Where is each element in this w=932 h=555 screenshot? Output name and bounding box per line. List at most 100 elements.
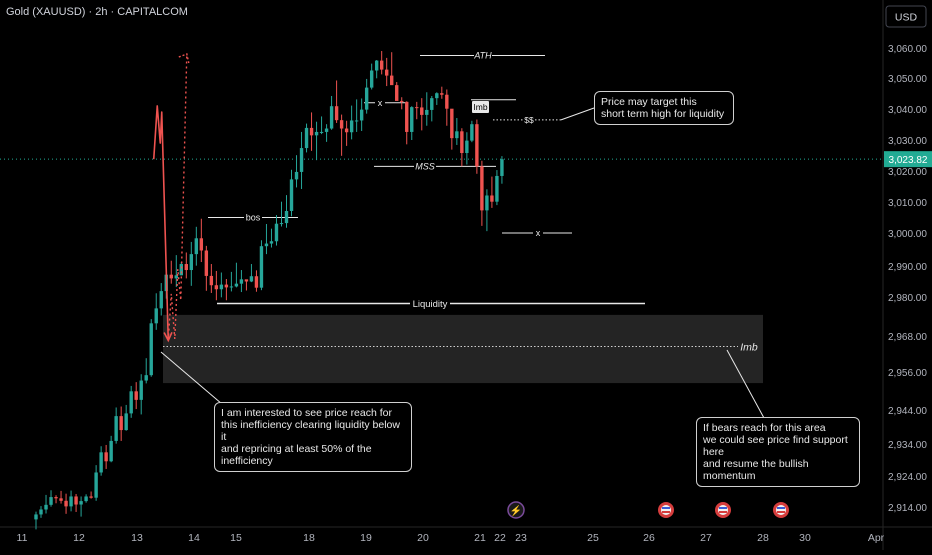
candle	[239, 279, 244, 284]
candle	[314, 131, 319, 136]
candle	[159, 291, 163, 309]
candle	[184, 264, 188, 271]
candle	[259, 246, 264, 288]
label-ath-bg	[474, 49, 492, 62]
y-tick-label: 3,040.00	[888, 105, 927, 116]
candle	[480, 166, 484, 211]
candle	[425, 109, 429, 115]
y-tick-label: 3,010.00	[888, 198, 927, 209]
current-price-badge	[884, 151, 932, 168]
candle	[334, 106, 339, 121]
candle	[44, 504, 48, 510]
candle	[420, 107, 424, 115]
candle	[54, 497, 58, 499]
candle	[49, 497, 53, 505]
x-tick-label: 19	[360, 532, 372, 544]
candle	[410, 107, 414, 132]
note-support: If bears reach for this area we could se…	[696, 417, 860, 487]
candle	[174, 275, 178, 279]
candle	[69, 496, 73, 507]
candle	[349, 120, 354, 133]
label-x-top: x	[378, 98, 383, 108]
currency-label: USD	[895, 12, 918, 24]
candle	[495, 175, 499, 202]
label-bos: bos	[246, 213, 261, 223]
candle	[319, 131, 324, 133]
candle	[455, 131, 459, 139]
projection-layer	[152, 53, 190, 343]
candle	[214, 285, 219, 290]
imbalance-zone-layer	[163, 314, 763, 384]
note-right-connector	[726, 349, 765, 419]
candle	[144, 375, 148, 381]
label-bos-bg	[244, 211, 262, 224]
imbalance-zone	[163, 314, 763, 384]
candles-layer	[34, 51, 504, 530]
candle	[465, 140, 469, 154]
candle	[179, 264, 183, 276]
event-markers: ⚡	[507, 501, 789, 519]
event-flash-icon[interactable]: ⚡	[507, 501, 525, 519]
x-tick-label: 22	[494, 532, 506, 544]
x-tick-label: 28	[757, 532, 769, 544]
currency-button[interactable]: USD	[885, 5, 927, 28]
y-tick-label: 2,914.00	[888, 503, 927, 514]
candle	[209, 275, 214, 286]
candle	[405, 101, 409, 132]
y-tick-label: 2,968.00	[888, 332, 927, 343]
candle	[385, 69, 389, 76]
label-ss-bg	[523, 113, 535, 126]
projection-dotted-arrowhead	[178, 53, 190, 64]
candle	[39, 509, 43, 515]
candle	[234, 283, 239, 287]
candle	[364, 87, 369, 110]
candle	[284, 210, 289, 224]
label-imb-zone: Imb	[740, 342, 758, 354]
candle	[169, 274, 173, 279]
y-tick-label: 3,060.00	[888, 44, 927, 55]
y-tick-label: 2,944.00	[888, 406, 927, 417]
x-tick-label: 25	[587, 532, 599, 544]
x-tick-label: 13	[131, 532, 143, 544]
y-tick-label: 3,030.00	[888, 136, 927, 147]
event-flag-icon[interactable]	[715, 502, 731, 518]
y-tick-label: 3,000.00	[888, 229, 927, 240]
svg-text:⚡: ⚡	[510, 504, 522, 517]
candle	[104, 452, 108, 462]
candle	[374, 60, 379, 71]
event-flag-icon[interactable]	[773, 502, 789, 518]
x-tick-label: 18	[303, 532, 315, 544]
label-mss: MSS	[415, 161, 435, 171]
x-tick-label: 14	[188, 532, 200, 544]
candle	[34, 514, 38, 520]
note-top-connector	[560, 107, 595, 121]
candle	[194, 238, 199, 255]
candle	[64, 500, 68, 507]
y-tick-label: 2,990.00	[888, 262, 927, 273]
candle	[359, 109, 364, 121]
candle	[114, 416, 118, 441]
candle	[369, 70, 374, 88]
candle	[244, 279, 249, 282]
candle	[415, 107, 419, 109]
label-mss-bg	[414, 160, 436, 173]
event-flag-icon[interactable]	[658, 502, 674, 518]
candle	[129, 391, 133, 414]
candle	[299, 148, 304, 172]
candle	[269, 241, 274, 244]
candle	[84, 496, 88, 502]
label-ss: $$	[524, 115, 534, 125]
x-axis-ticks: 11 12 13 14 15 18 19 20 21 22 23 25 26 27 28 30 Apr	[17, 532, 885, 544]
projection-dotted-path	[167, 53, 188, 341]
x-tick-label: 26	[643, 532, 655, 544]
note-left-connector	[160, 351, 223, 405]
label-x-bottom-bg	[533, 227, 543, 239]
candle	[339, 120, 344, 129]
label-x-top-bg	[375, 96, 385, 109]
note-inefficiency: I am interested to see price reach for t…	[214, 402, 412, 472]
y-axis-ticks: 3,060.00 3,050.00 3,040.00 3,030.00 3,020.00…	[888, 44, 927, 514]
x-tick-label: 15	[230, 532, 242, 544]
candle	[204, 250, 209, 276]
